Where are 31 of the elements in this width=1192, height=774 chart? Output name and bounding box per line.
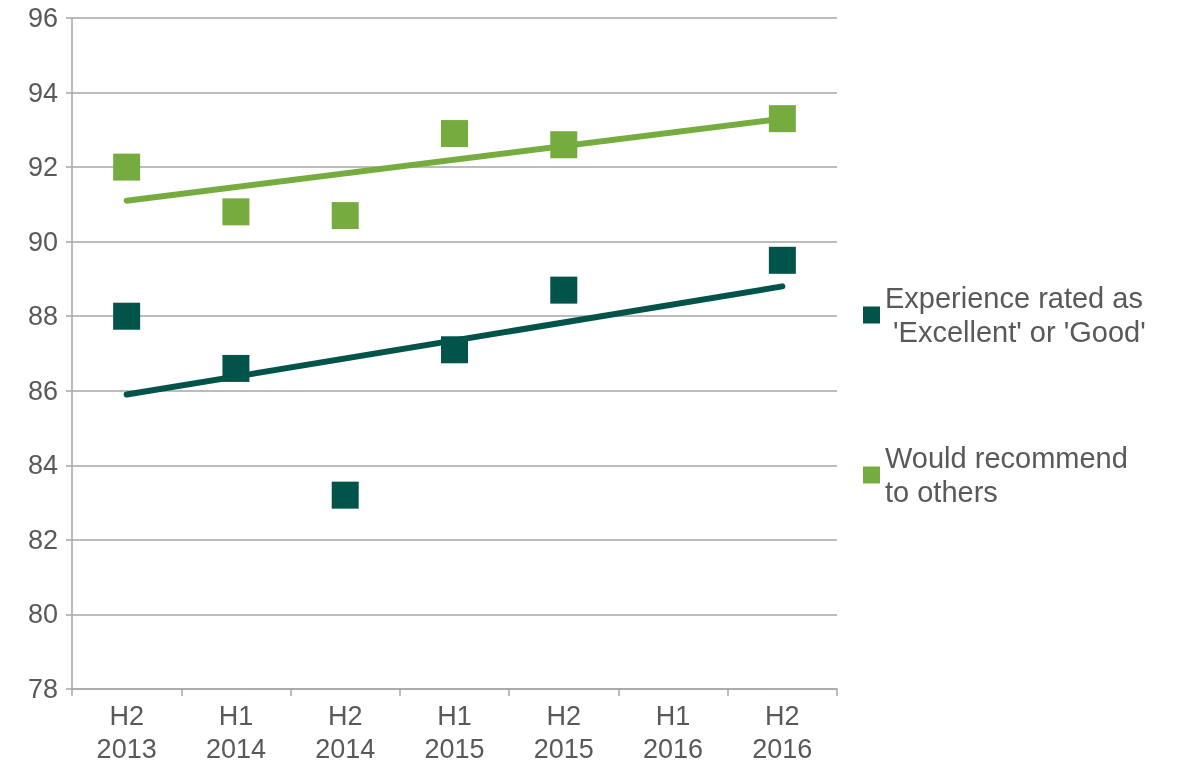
legend-label: Would recommend to others <box>885 442 1136 508</box>
y-tick-label: 94 <box>27 77 58 108</box>
x-tick-label: H1 2015 <box>424 700 485 764</box>
point <box>550 131 578 159</box>
point <box>331 202 359 230</box>
point <box>441 336 468 364</box>
point <box>768 105 796 133</box>
point <box>113 302 141 330</box>
x-tick-label: H1 2016 <box>643 700 704 764</box>
y-tick-label: 80 <box>27 599 58 630</box>
y-tick-label: 96 <box>27 3 58 33</box>
y-tick-label: 88 <box>27 301 58 332</box>
y-tick-label: 92 <box>27 152 58 183</box>
x-tick-label: H2 2014 <box>315 700 376 764</box>
y-tick-label: 90 <box>27 226 58 257</box>
y-tick-label: 84 <box>27 450 58 481</box>
point <box>222 354 250 382</box>
y-tick-label: 78 <box>27 674 58 704</box>
y-tick-label: 86 <box>27 375 58 406</box>
x-tick-label: H1 2014 <box>205 700 266 764</box>
point <box>550 276 578 304</box>
x-tick-label: H2 2015 <box>533 700 594 764</box>
y-tick-label: 82 <box>27 524 58 555</box>
legend-label: Experience rated as 'Excellent' or 'Good' <box>885 282 1146 348</box>
point <box>768 246 796 274</box>
point <box>441 120 468 148</box>
point <box>331 481 359 509</box>
x-tick-label: H2 2013 <box>96 700 157 764</box>
point <box>222 198 250 226</box>
x-tick-label: H2 2016 <box>752 700 813 764</box>
point <box>113 153 141 181</box>
